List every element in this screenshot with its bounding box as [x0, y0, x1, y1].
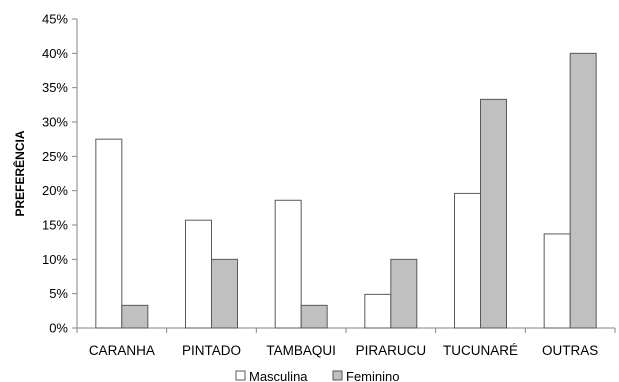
- legend-swatch: [235, 370, 246, 381]
- y-tick-label: 5%: [49, 286, 68, 301]
- y-tick-label: 25%: [42, 149, 68, 164]
- x-tick-label: PINTADO: [182, 343, 241, 358]
- y-tick-label: 15%: [42, 218, 68, 233]
- y-tick-label: 10%: [42, 252, 68, 267]
- y-axis-label: PREFERÊNCIA: [12, 130, 27, 216]
- category-labels: CARANHA PINTADO TAMBAQUI PIRARUCU TUCUNARÉ OU…: [89, 343, 598, 358]
- bar-masculina: [454, 192, 481, 329]
- legend-swatch: [332, 370, 343, 381]
- y-tick-label: 0%: [49, 321, 68, 336]
- bar-masculina: [364, 293, 392, 329]
- x-tick-label: TAMBAQUI: [266, 343, 336, 358]
- legend: Masculina Feminino: [235, 369, 399, 382]
- bar-masculina: [543, 233, 571, 329]
- bar-feminino: [480, 98, 507, 329]
- y-tick-label: 20%: [42, 183, 68, 198]
- y-axis-ticks: 0% 5% 10% 15% 20% 25% 30% 35% 40% 45%: [42, 12, 77, 336]
- x-tick-label: TUCUNARÉ: [443, 343, 518, 358]
- axes: [76, 19, 616, 333]
- x-tick-label: CARANHA: [89, 343, 155, 358]
- bar-feminino: [121, 304, 149, 329]
- x-tick-label: PIRARUCU: [356, 343, 427, 358]
- bar-masculina: [185, 219, 212, 329]
- bars: [95, 52, 597, 329]
- y-tick-label: 40%: [42, 46, 68, 61]
- bar-masculina: [95, 138, 123, 329]
- bar-feminino: [211, 258, 238, 329]
- x-tick-label: OUTRAS: [542, 343, 598, 358]
- bar-feminino: [569, 52, 597, 329]
- bar-feminino: [390, 258, 418, 329]
- legend-label: Feminino: [346, 369, 399, 382]
- y-tick-label: 30%: [42, 115, 68, 130]
- y-tick-label: 35%: [42, 80, 68, 95]
- legend-label: Masculina: [249, 369, 308, 382]
- bar-feminino: [300, 304, 328, 329]
- y-tick-label: 45%: [42, 12, 68, 27]
- bar-masculina: [274, 199, 302, 329]
